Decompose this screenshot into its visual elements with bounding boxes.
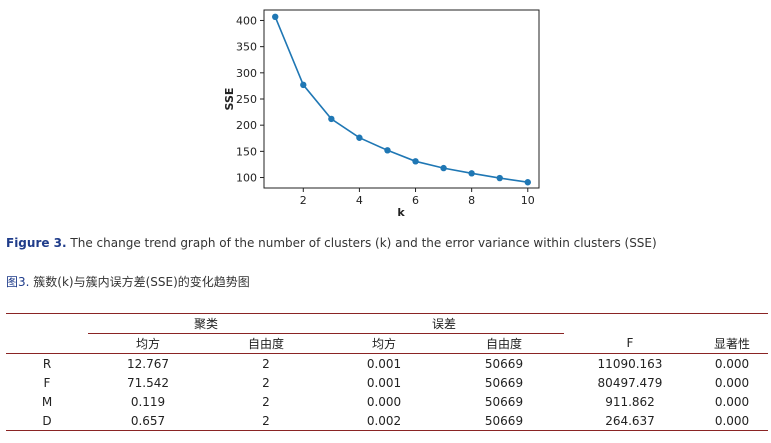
- group-header-between: 聚类: [88, 313, 324, 334]
- data-point: [524, 179, 531, 186]
- table-cell: 0.000: [714, 356, 750, 371]
- table-cell: 0.119: [130, 394, 166, 409]
- table-cell: 2: [262, 356, 270, 371]
- figure-label: Figure 3.: [6, 236, 67, 250]
- data-point: [384, 147, 391, 154]
- y-tick-label: 400: [236, 14, 257, 27]
- data-point: [272, 13, 279, 21]
- figure-label-chinese: 图3.: [6, 275, 30, 289]
- table-cell: 0.000: [714, 394, 750, 409]
- data-point: [468, 170, 475, 177]
- y-tick-label: 300: [236, 67, 257, 80]
- table-cell: 0.000: [696, 411, 768, 431]
- table-row: F 71.542 2 0.001 50669 80497.479 0.000: [6, 373, 768, 392]
- table-cell: 12.767: [127, 356, 169, 371]
- figure-caption-text: The change trend graph of the number of …: [66, 236, 657, 250]
- table-cell: 80497.479: [597, 375, 663, 390]
- table-row: R 12.767 2 0.001 50669 11090.163 0.000: [6, 354, 768, 374]
- table-cell: 2: [262, 394, 270, 409]
- y-tick-label: 150: [236, 145, 257, 158]
- empty-header-cell: [564, 313, 696, 334]
- data-point: [412, 158, 419, 165]
- data-point: [496, 174, 503, 182]
- row-label: F: [43, 375, 51, 390]
- table-cell: 0.001: [366, 375, 402, 390]
- table-cell: 2: [262, 375, 270, 390]
- sse-series-line: [274, 16, 528, 183]
- data-point: [356, 134, 363, 141]
- figure-caption-chinese-text: 簇数(k)与簇内误方差(SSE)的变化趋势图: [29, 275, 250, 289]
- data-point: [300, 81, 307, 89]
- table-cell: 0.001: [366, 356, 402, 371]
- y-tick-label: 200: [236, 119, 257, 132]
- table-cell: 2: [208, 411, 324, 431]
- row-label: M: [41, 394, 53, 409]
- table-cell: 0.657: [88, 411, 208, 431]
- row-label: R: [42, 356, 52, 371]
- table-row: D 0.657 2 0.002 50669 264.637 0.000: [6, 411, 768, 431]
- column-header: 自由度: [444, 333, 564, 354]
- column-header-row: 均方 自由度 均方 自由度 F 显著性: [6, 333, 768, 354]
- plot-frame: [263, 9, 540, 189]
- x-axis-label: k: [397, 206, 405, 219]
- group-header-within: 误差: [324, 313, 564, 334]
- table-cell: 11090.163: [597, 356, 663, 371]
- table-cell: 0.000: [366, 394, 402, 409]
- table-cell: 264.637: [564, 411, 696, 431]
- data-point: [440, 164, 447, 172]
- sse-line-chart: 100 150 200 250 300 350 400 2 4 6 8 10 SSE k: [223, 9, 540, 219]
- column-header: 均方: [88, 333, 208, 354]
- y-axis-label: SSE: [223, 88, 236, 111]
- corner-cell: [6, 313, 88, 334]
- x-tick-label: 2: [300, 194, 307, 207]
- table-cell: 911.862: [605, 394, 655, 409]
- table-cell: 0.000: [714, 375, 750, 390]
- table-cell: 50669: [484, 394, 524, 409]
- x-tick-label: 10: [521, 194, 535, 207]
- table-cell: 50669: [484, 356, 524, 371]
- table-cell: 50669: [484, 375, 524, 390]
- column-header: 均方: [324, 333, 444, 354]
- group-header-row: 聚类 误差: [6, 313, 768, 334]
- table-cell: 50669: [444, 411, 564, 431]
- y-tick-label: 100: [236, 172, 257, 185]
- figure-caption-chinese: 图3. 簇数(k)与簇内误方差(SSE)的变化趋势图: [6, 273, 250, 290]
- x-tick-label: 8: [468, 194, 475, 207]
- x-tick-label: 4: [356, 194, 363, 207]
- column-header: 显著性: [696, 333, 768, 354]
- column-header: 自由度: [208, 333, 324, 354]
- column-header: F: [564, 333, 696, 354]
- x-tick-label: 6: [412, 194, 419, 207]
- table-row: M 0.119 2 0.000 50669 911.862 0.000: [6, 392, 768, 411]
- corner-cell: [6, 333, 88, 354]
- table-cell: 0.002: [324, 411, 444, 431]
- figure-caption: Figure 3. The change trend graph of the …: [6, 236, 657, 250]
- anova-table: 聚类 误差 均方 自由度 均方 自由度 F 显著性 R 12.767 2 0.0…: [6, 313, 768, 431]
- empty-header-cell: [696, 313, 768, 334]
- data-point: [328, 115, 335, 123]
- row-label: D: [6, 411, 88, 431]
- y-tick-label: 250: [236, 93, 257, 106]
- y-tick-label: 350: [236, 41, 257, 54]
- table-cell: 71.542: [127, 375, 169, 390]
